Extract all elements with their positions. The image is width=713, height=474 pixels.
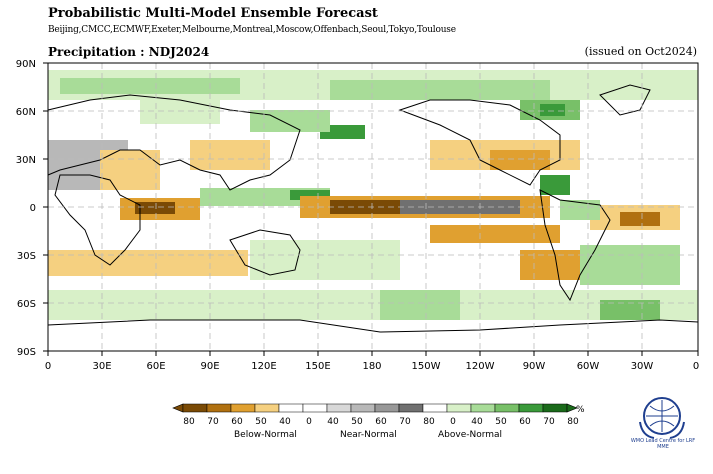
legend-swatch <box>374 403 400 413</box>
coastlines <box>47 84 699 333</box>
legend-swatch <box>470 403 496 413</box>
legend-tick: 80 <box>423 417 435 427</box>
lon-ticks <box>47 351 699 356</box>
lon-label: 180 <box>362 361 381 372</box>
centres-list: Beijing,CMCC,ECMWF,Exeter,Melbourne,Mont… <box>48 25 456 35</box>
lon-label: 150E <box>305 361 330 372</box>
lat-axis: 90N 60N 30N 0 30S 60S 90S <box>16 59 36 358</box>
lon-label: 120W <box>466 361 495 372</box>
lat-label: 30N <box>16 155 36 166</box>
legend-tick: 0 <box>306 417 312 427</box>
legend-tick: 40 <box>471 417 483 427</box>
lon-label: 90E <box>200 361 219 372</box>
lon-label: 150W <box>412 361 441 372</box>
lat-label: 60N <box>16 107 36 118</box>
legend-tick: 60 <box>231 417 243 427</box>
page-title: Probabilistic Multi-Model Ensemble Forec… <box>48 6 378 21</box>
lon-label: 120E <box>251 361 276 372</box>
legend-above-normal: Above-Normal <box>438 430 503 440</box>
lon-label: 30W <box>631 361 654 372</box>
legend-near-normal: Near-Normal <box>340 430 397 440</box>
lat-label: 60S <box>17 299 36 310</box>
lon-label: 0 <box>45 361 51 372</box>
legend-tick: 70 <box>207 417 219 427</box>
legend-tick: 70 <box>543 417 555 427</box>
legend-swatch <box>182 403 208 413</box>
legend-swatch <box>398 403 424 413</box>
legend-swatch <box>302 403 328 413</box>
legend-swatch <box>494 403 520 413</box>
lat-ticks <box>43 62 48 352</box>
legend-colorbar <box>172 403 578 413</box>
lon-label: 30E <box>92 361 111 372</box>
wmo-caption: WMO Lead Centre for LRF MME <box>630 438 696 450</box>
legend-tick-labels: 80 70 60 50 40 0 40 50 60 70 80 0 40 50 60 70 80 <box>183 417 579 427</box>
legend-swatch <box>278 403 304 413</box>
lat-label: 90N <box>16 59 36 70</box>
legend-swatch <box>254 403 280 413</box>
lon-label: 90W <box>523 361 546 372</box>
map-gridlines <box>48 63 698 351</box>
legend-tick: 40 <box>327 417 339 427</box>
legend-unit: % <box>576 405 585 415</box>
legend-below-normal: Below-Normal <box>234 430 297 440</box>
legend-tick: 80 <box>183 417 195 427</box>
legend-tick: 50 <box>255 417 267 427</box>
variable-label: Precipitation : NDJ2024 <box>48 45 210 59</box>
legend-swatch <box>230 403 256 413</box>
legend-arrow-right <box>566 403 578 413</box>
issued-label: (issued on Oct2024) <box>584 45 697 58</box>
legend-swatch <box>422 403 448 413</box>
lon-label: 0 <box>693 361 699 372</box>
legend-swatch <box>542 403 568 413</box>
lon-label: 60W <box>577 361 600 372</box>
lat-label: 0 <box>30 203 36 214</box>
legend-tick: 60 <box>519 417 531 427</box>
wmo-globe-emblem-icon <box>639 397 685 439</box>
legend-swatch <box>326 403 352 413</box>
lon-label: 60E <box>146 361 165 372</box>
legend-arrow-left <box>172 403 184 413</box>
lat-label: 90S <box>17 347 36 358</box>
legend-tick: 50 <box>495 417 507 427</box>
legend-tick: 60 <box>375 417 387 427</box>
lat-label: 30S <box>17 251 36 262</box>
legend-tick: 70 <box>399 417 411 427</box>
legend-tick: 80 <box>567 417 579 427</box>
lon-axis: 0 30E 60E 90E 120E 150E 180 150W 120W 90… <box>45 361 699 372</box>
legend-swatch <box>350 403 376 413</box>
legend-tick: 40 <box>279 417 291 427</box>
legend-swatch <box>446 403 472 413</box>
legend-tick: 0 <box>450 417 456 427</box>
legend-swatch <box>518 403 544 413</box>
legend-tick: 50 <box>351 417 363 427</box>
legend-swatch <box>206 403 232 413</box>
